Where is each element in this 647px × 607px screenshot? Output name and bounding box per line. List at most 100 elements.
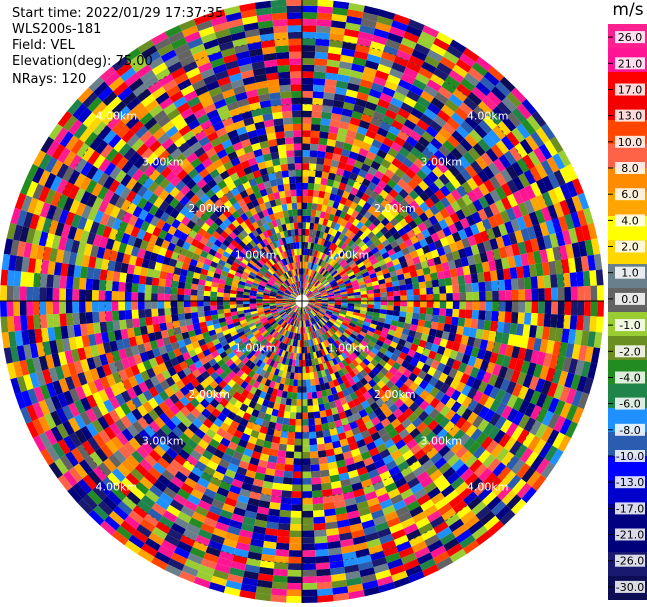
velocity-gate [79,277,87,290]
velocity-gate [388,188,399,199]
velocity-gate [312,263,317,271]
velocity-gate [488,260,497,272]
velocity-gate [349,172,359,181]
velocity-gate [329,33,345,42]
velocity-gate [311,483,322,492]
velocity-gate [132,420,144,434]
velocity-gate [293,451,302,459]
velocity-gate [311,278,317,285]
velocity-gate [531,110,547,128]
velocity-gate [554,327,564,343]
velocity-gate [539,221,550,237]
velocity-gate [407,179,419,190]
velocity-gate [570,301,578,316]
velocity-gate [297,307,301,314]
velocity-gate [582,315,591,332]
velocity-gate [362,358,371,366]
velocity-gate [545,367,556,383]
velocity-gate [271,408,279,417]
velocity-gate [377,179,387,190]
velocity-gate [449,349,459,360]
velocity-gate [335,340,342,347]
velocity-gate [336,318,343,324]
velocity-gate [153,444,166,458]
velocity-gate [383,362,393,372]
velocity-gate [406,289,414,296]
velocity-gate [445,397,457,410]
velocity-gate [267,373,274,381]
velocity-gate [302,543,316,551]
velocity-gate [353,255,361,263]
velocity-gate [201,408,212,419]
velocity-gate [310,332,315,339]
velocity-gate [205,428,217,439]
velocity-gate [416,552,434,565]
velocity-gate [277,369,284,378]
velocity-gate [315,210,322,218]
velocity-gate [538,288,545,301]
velocity-gate [330,207,338,216]
velocity-gate [277,334,283,341]
velocity-gate [87,489,103,506]
velocity-gate [315,323,320,330]
velocity-gate [266,386,274,395]
velocity-gate [477,419,490,433]
velocity-gate [533,250,542,264]
velocity-gate [417,153,430,165]
velocity-gate [402,449,414,461]
velocity-gate [336,519,350,528]
velocity-gate [393,263,402,271]
velocity-gate [151,316,160,325]
velocity-gate [415,360,425,370]
velocity-gate [439,293,447,301]
velocity-gate [511,383,523,398]
velocity-gate [272,353,278,361]
velocity-gate [155,521,171,535]
velocity-gate [436,246,446,257]
velocity-gate [303,307,305,314]
velocity-gate [248,362,256,370]
velocity-gate [313,404,320,412]
velocity-gate [367,362,376,371]
velocity-gate [367,293,375,298]
velocity-gate [433,336,442,346]
velocity-gate [329,474,341,483]
velocity-gate [388,465,401,477]
velocity-gate [139,518,156,533]
velocity-gate [504,344,514,358]
velocity-gate [337,391,345,400]
velocity-gate [269,380,276,389]
velocity-gate [121,428,134,442]
velocity-gate [292,305,298,311]
velocity-gate [275,549,289,557]
velocity-gate [308,297,315,300]
velocity-gate [304,307,308,314]
velocity-gate [478,467,493,483]
velocity-gate [340,219,348,228]
velocity-gate [344,136,355,145]
velocity-gate [159,412,171,424]
velocity-gate [318,403,326,412]
velocity-gate [102,496,118,511]
velocity-gate [78,289,86,301]
velocity-gate [361,414,371,424]
velocity-gate [326,374,333,383]
velocity-gate [366,497,380,507]
velocity-gate [332,333,340,340]
velocity-gate [330,186,339,195]
velocity-gate [341,321,349,328]
velocity-gate [423,84,438,98]
velocity-gate [434,189,446,201]
velocity-gate [316,203,323,212]
velocity-gate [363,347,371,355]
velocity-gate [533,363,543,379]
velocity-gate [327,540,341,550]
velocity-gate [368,145,380,155]
velocity-gate [424,320,432,329]
velocity-gate [264,379,272,387]
velocity-gate [353,245,361,253]
velocity-gate [509,323,518,335]
velocity-gate [424,404,435,416]
velocity-gate [471,309,479,320]
velocity-gate [281,390,288,399]
